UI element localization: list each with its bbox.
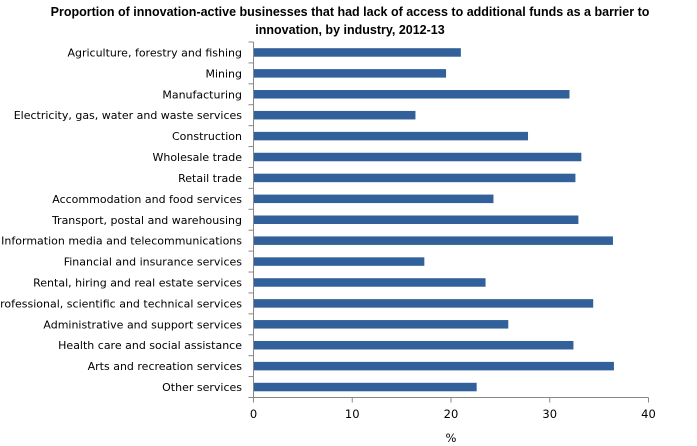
bar [253,257,425,266]
category-label: Administrative and support services [43,318,242,331]
x-tick-label: 30 [542,407,557,421]
bar [253,152,582,162]
category-label: Health care and social assistance [58,339,242,352]
bar [253,340,574,350]
category-label: Mining [205,67,242,80]
bar [253,131,529,141]
category-label: Accommodation and food services [52,193,242,206]
category-label: Retail trade [178,172,242,185]
chart-title: Proportion of innovation-active business… [50,5,650,37]
bar [253,299,594,308]
bar [253,173,576,183]
bar [253,110,416,120]
bar [253,361,614,371]
category-label: Transport, postal and warehousing [51,214,242,227]
x-tick-label: 0 [250,407,257,421]
bar [253,215,579,224]
x-axis-label: % [446,431,457,445]
x-tick-label: 10 [345,407,360,421]
category-label: Financial and insurance services [64,256,243,269]
bar [253,69,447,78]
category-label: Professional, scientific and technical s… [0,297,242,310]
bar [253,382,477,392]
bar [253,236,613,245]
bar [253,278,486,287]
category-label: Agriculture, forestry and fishing [67,46,242,59]
category-label: Arts and recreation services [88,360,243,373]
bar [253,194,494,204]
x-tick-label: 20 [444,407,459,421]
category-label: Rental, hiring and real estate services [33,276,242,289]
category-label: Other services [162,381,242,394]
x-tick-label: 40 [641,407,656,421]
category-label: Construction [172,130,242,143]
category-label: Wholesale trade [152,151,242,164]
category-label: Electricity, gas, water and waste servic… [14,109,243,122]
category-label: Information media and telecommunications [1,235,242,248]
category-label: Manufacturing [162,88,242,101]
bar [253,90,570,99]
bar [253,320,509,329]
bar [253,48,461,57]
